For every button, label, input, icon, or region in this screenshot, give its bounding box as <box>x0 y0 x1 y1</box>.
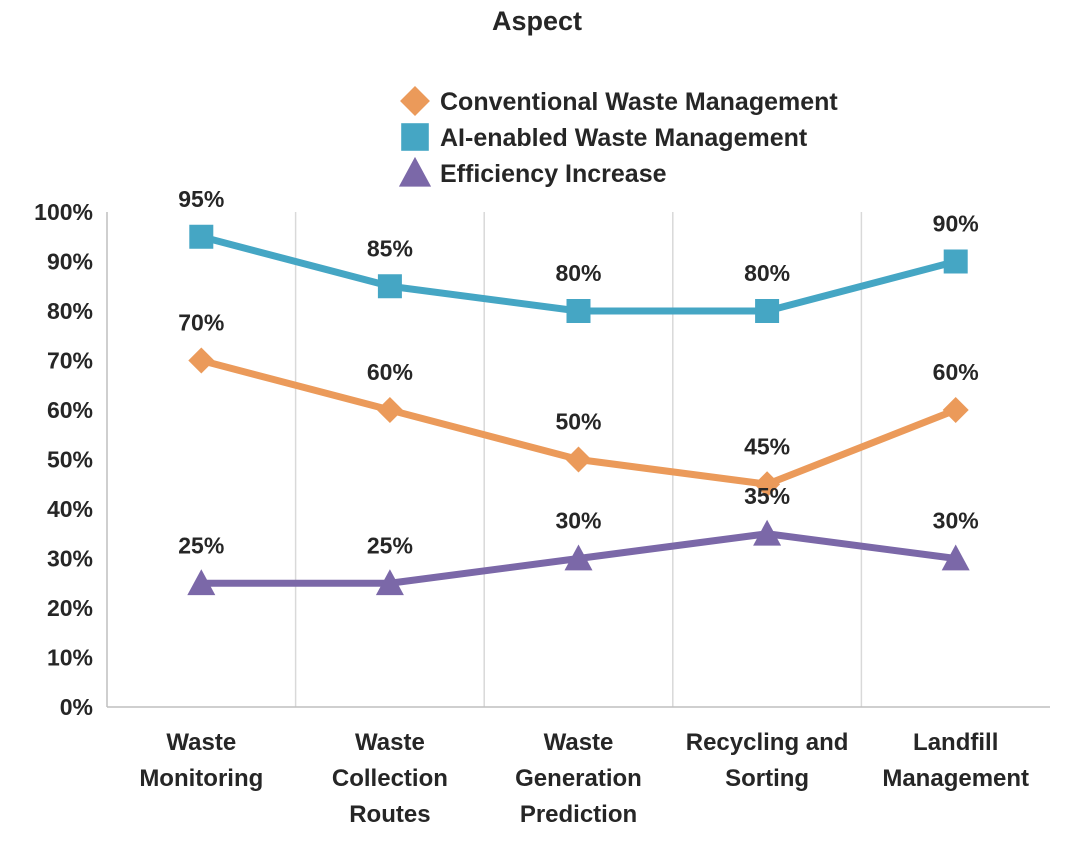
legend-marker <box>400 86 430 116</box>
data-label: 80% <box>555 260 601 286</box>
x-category-label: Recycling and Sorting <box>686 729 849 792</box>
data-label: 80% <box>744 260 790 286</box>
data-point-marker <box>942 397 969 423</box>
data-point-marker <box>753 519 782 546</box>
x-category-label: Waste Monitoring <box>139 729 263 792</box>
data-point-marker <box>377 274 402 299</box>
series-square: 95% 85% 80% 80% 90% <box>178 186 979 323</box>
data-point-marker <box>187 569 216 596</box>
data-point-marker <box>941 544 970 571</box>
x-axis-categories: Waste Monitoring Waste Collection Routes Wast… <box>139 729 1029 828</box>
y-tick-label: 0% <box>60 694 93 720</box>
series-triangle: 25% 25% 30% 35% 30% <box>178 483 979 596</box>
y-tick-label: 80% <box>47 298 93 324</box>
data-label: 90% <box>933 211 979 237</box>
data-label: 25% <box>178 532 224 558</box>
data-point-marker <box>755 299 780 323</box>
legend-item: Efficiency Increase <box>398 156 667 188</box>
data-label: 45% <box>744 433 790 459</box>
data-label: 70% <box>178 310 224 336</box>
y-tick-label: 60% <box>47 397 93 423</box>
data-label: 60% <box>367 359 413 385</box>
data-point-marker <box>188 347 215 374</box>
legend-item: Conventional Waste Management <box>400 86 838 116</box>
data-label: 85% <box>367 235 413 261</box>
legend-marker <box>401 123 429 151</box>
y-axis-ticks: 0% 10% 20% 30% 40% 50% 60% 70% 80% 90% 100% <box>34 199 93 720</box>
series-group: 70% 60% 50% 45% 60% 95% 85% 80% 80% 90% 25% 25% 30% 3… <box>178 186 979 596</box>
data-point-marker <box>375 569 404 596</box>
y-tick-label: 100% <box>34 199 93 225</box>
data-label: 50% <box>555 409 601 435</box>
x-category-label: Landfill Management <box>882 729 1029 792</box>
axes <box>106 212 1050 708</box>
y-tick-label: 70% <box>47 348 93 374</box>
legend-item: AI-enabled Waste Management <box>401 123 808 152</box>
x-category-label: Waste Generation Prediction <box>515 729 642 828</box>
data-point-marker <box>376 397 403 423</box>
legend-label: Conventional Waste Management <box>440 88 838 116</box>
data-point-marker <box>565 446 592 473</box>
data-label: 95% <box>178 186 224 212</box>
gridlines <box>294 212 863 707</box>
legend-label: AI-enabled Waste Management <box>440 124 808 152</box>
data-point-marker <box>189 224 214 249</box>
data-label: 35% <box>744 483 790 509</box>
legend: Conventional Waste Management AI-enabled … <box>398 86 838 188</box>
y-tick-label: 50% <box>47 447 93 473</box>
x-category-label: Waste Collection Routes <box>332 729 448 828</box>
data-point-marker <box>564 544 593 571</box>
data-label: 30% <box>555 508 601 534</box>
data-point-marker <box>566 299 591 323</box>
y-tick-label: 30% <box>47 546 93 572</box>
data-label: 60% <box>933 359 979 385</box>
data-label: 25% <box>367 532 413 558</box>
legend-marker <box>398 156 432 187</box>
y-tick-label: 20% <box>47 595 93 621</box>
data-point-marker <box>754 471 781 498</box>
legend-label: Efficiency Increase <box>440 160 667 188</box>
y-tick-label: 40% <box>47 496 93 522</box>
y-tick-label: 90% <box>47 249 93 275</box>
y-tick-label: 10% <box>47 645 93 671</box>
data-label: 30% <box>933 508 979 534</box>
data-point-marker <box>943 249 968 274</box>
chart-title: Aspect <box>492 6 582 36</box>
series-diamond: 70% 60% 50% 45% 60% <box>178 310 979 498</box>
